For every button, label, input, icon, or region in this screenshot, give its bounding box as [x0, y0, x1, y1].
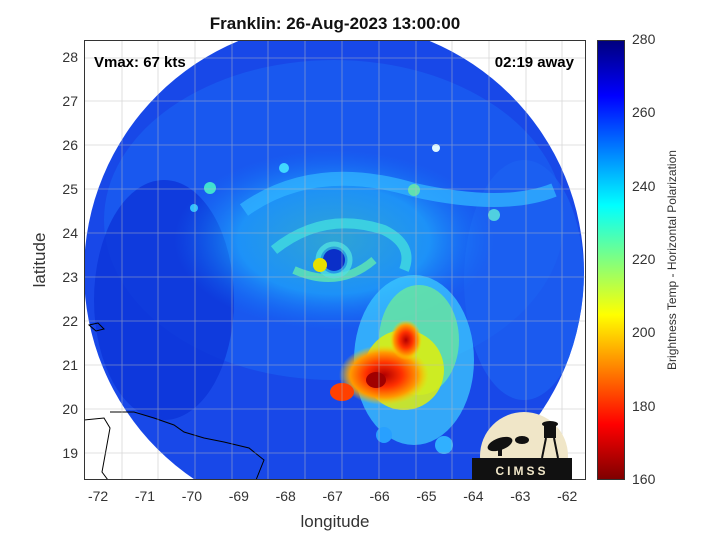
latitude-tick-label: 20 [62, 400, 78, 417]
cimss-logo: CIMSS [470, 410, 574, 500]
latitude-tick-label: 23 [62, 268, 78, 285]
longitude-tick-label: -67 [322, 488, 343, 504]
y-axis-label: latitude [30, 232, 49, 288]
latitude-tick-label: 28 [62, 48, 78, 65]
longitude-tick-label: -66 [369, 488, 390, 504]
colorbar-tick-label: 260 [632, 104, 656, 121]
map-panel [84, 40, 586, 480]
x-axis-label: longitude [300, 512, 370, 531]
colorbar-tick-label: 220 [632, 251, 656, 267]
svg-text:CIMSS: CIMSS [495, 464, 548, 478]
latitude-tick-label: 26 [62, 136, 78, 153]
longitude-tick-label: -72 [87, 488, 109, 504]
latitude-tick-label: 21 [62, 356, 78, 373]
colorbar-tick-label: 180 [632, 397, 656, 414]
map-title: Franklin: 26-Aug-2023 13:00:00 [209, 14, 461, 33]
longitude-tick-label: -68 [275, 488, 296, 504]
vmax-label: Vmax: 67 kts [94, 54, 186, 71]
latitude-tick-label: 24 [62, 224, 78, 241]
time-away-label: 02:19 away [494, 54, 574, 71]
colorbar-tick-label: 240 [632, 177, 656, 194]
longitude-tick-label: -64 [463, 488, 484, 504]
longitude-tick-label: -70 [181, 488, 203, 504]
longitude-tick-label: -63 [510, 488, 531, 504]
longitude-tick-label: -71 [134, 488, 156, 504]
colorbar-tick-label: 160 [632, 471, 656, 487]
colorbar [597, 40, 625, 480]
colorbar-label: Brightness Temp - Horizontal Polarizatio… [665, 150, 679, 370]
longitude-tick-label: -62 [557, 488, 578, 504]
colorbar-tick-label: 200 [632, 324, 656, 341]
microwave-image [84, 40, 586, 480]
latitude-tick-label: 25 [62, 180, 78, 197]
longitude-tick-label: -65 [416, 488, 437, 504]
latitude-tick-label: 19 [62, 444, 78, 461]
latitude-tick-label: 27 [62, 92, 78, 109]
colorbar-tick-label: 280 [632, 31, 656, 47]
latitude-tick-label: 22 [62, 312, 78, 329]
longitude-tick-label: -69 [228, 488, 249, 504]
